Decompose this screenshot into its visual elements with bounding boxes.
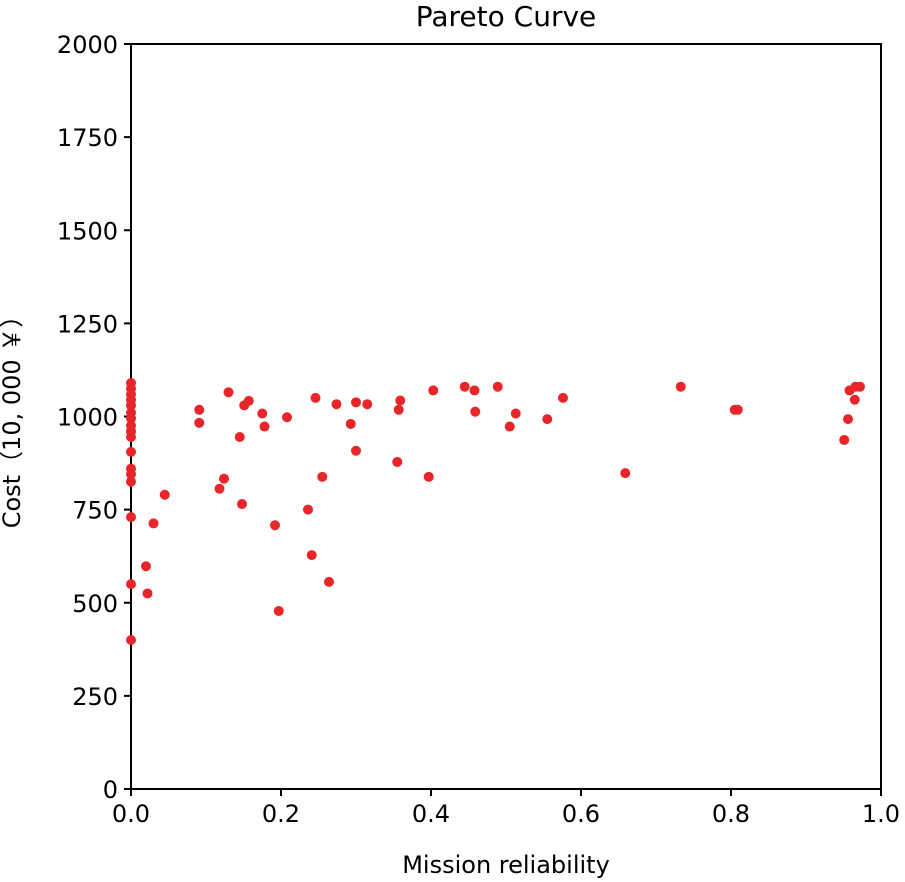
- data-point: [317, 471, 328, 482]
- data-point: [331, 399, 342, 410]
- y-tick-label: 1750: [57, 124, 118, 152]
- data-point: [362, 399, 373, 410]
- data-point: [470, 406, 481, 417]
- data-point: [159, 489, 170, 500]
- data-point: [345, 418, 356, 429]
- x-tick-label: 0.4: [412, 800, 450, 828]
- data-point: [732, 404, 743, 415]
- data-point: [324, 576, 334, 587]
- data-point: [393, 404, 404, 415]
- data-point: [126, 413, 136, 424]
- data-point: [270, 520, 280, 531]
- x-axis: 0.0 0.2 0.4 0.6 0.8 1.0: [112, 789, 900, 828]
- data-point: [126, 469, 136, 480]
- data-point: [395, 395, 406, 406]
- y-tick-label: 0: [103, 776, 118, 804]
- chart-title: Pareto Curve: [416, 0, 597, 33]
- data-point: [620, 468, 631, 479]
- data-point: [849, 394, 860, 405]
- data-point: [234, 431, 245, 442]
- data-point: [126, 476, 136, 487]
- y-tick-label: 2000: [57, 31, 118, 59]
- y-tick-label: 500: [72, 590, 118, 618]
- y-axis: 0 250 500 750 1000 1250 1500 1750 2000: [57, 31, 131, 804]
- x-tick-label: 0.6: [562, 800, 600, 828]
- data-point: [282, 412, 292, 423]
- data-point: [243, 395, 254, 406]
- data-point: [126, 431, 136, 442]
- data-point: [839, 434, 850, 445]
- data-point: [237, 499, 247, 510]
- data-point: [351, 445, 361, 456]
- x-tick-label: 0.2: [262, 800, 300, 828]
- y-tick-label: 1500: [57, 217, 118, 245]
- data-point: [855, 381, 865, 392]
- x-tick-label: 0.8: [712, 800, 750, 828]
- data-point: [558, 392, 568, 403]
- data-point: [306, 550, 317, 561]
- data-point: [843, 414, 853, 425]
- data-point: [273, 605, 284, 616]
- data-point: [259, 421, 270, 432]
- data-point: [126, 635, 136, 645]
- x-tick-label: 1.0: [862, 800, 900, 828]
- data-point: [194, 404, 205, 415]
- y-tick-label: 1000: [57, 404, 118, 432]
- x-tick-label: 0.0: [112, 800, 150, 828]
- data-point: [310, 392, 321, 403]
- data-point: [126, 512, 136, 523]
- data-point: [194, 417, 205, 428]
- data-point: [504, 421, 515, 432]
- y-axis-label: Cost（10, 000 ￥）: [0, 304, 26, 529]
- data-point: [351, 397, 361, 408]
- y-tick-label: 250: [72, 683, 118, 711]
- x-axis-label: Mission reliability: [402, 851, 610, 879]
- data-point: [542, 414, 553, 425]
- data-point: [423, 471, 434, 482]
- data-point: [510, 408, 521, 419]
- data-point: [223, 387, 234, 398]
- data-point: [675, 381, 686, 392]
- data-point: [459, 381, 470, 392]
- data-points: [126, 377, 865, 645]
- data-point: [257, 408, 268, 419]
- data-point: [142, 588, 153, 599]
- data-point: [219, 473, 229, 484]
- data-point: [303, 504, 313, 515]
- y-tick-label: 1250: [57, 310, 118, 338]
- data-point: [392, 456, 403, 467]
- data-point: [141, 561, 151, 572]
- data-point: [126, 400, 136, 411]
- data-point: [428, 385, 439, 396]
- data-point: [148, 518, 159, 529]
- y-tick-label: 750: [72, 497, 118, 525]
- data-point: [214, 483, 225, 494]
- data-point: [492, 381, 503, 392]
- data-point: [126, 579, 136, 590]
- data-point: [126, 446, 136, 457]
- data-point: [469, 385, 480, 396]
